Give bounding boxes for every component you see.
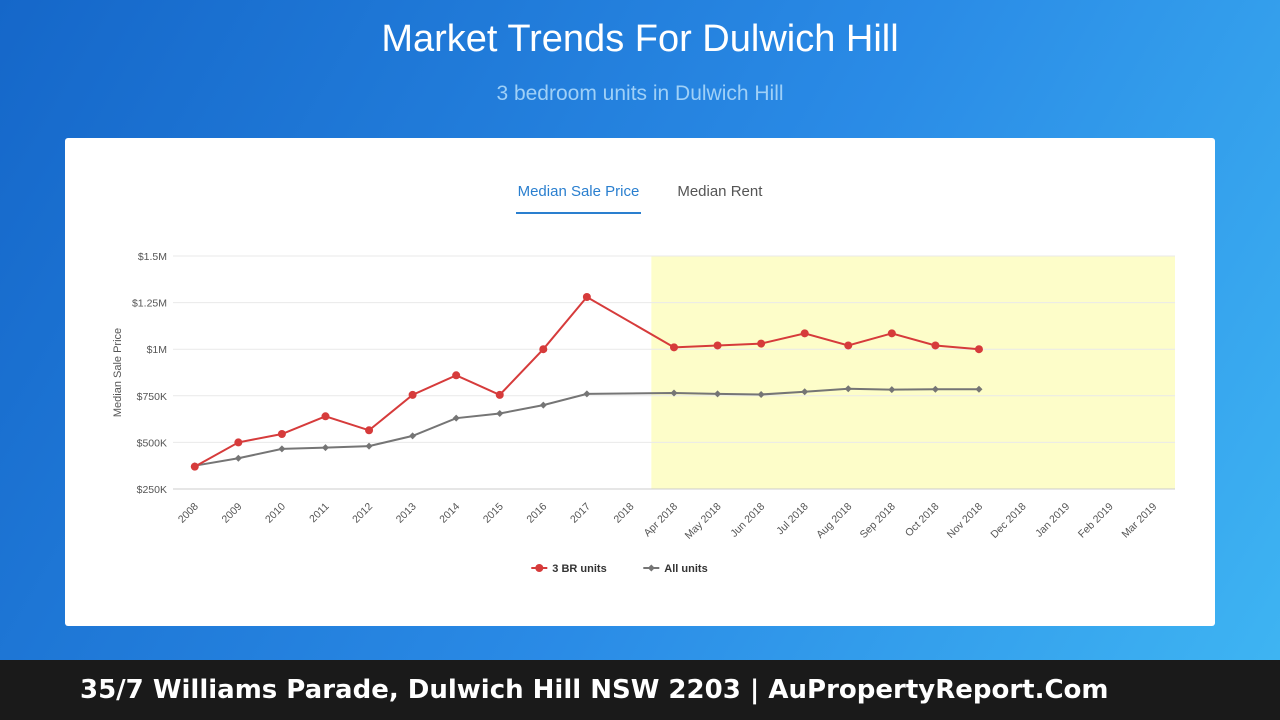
data-point — [190, 462, 199, 471]
data-point — [495, 390, 504, 399]
x-tick-label: 2009 — [219, 501, 244, 526]
x-tick-label: Mar 2019 — [1119, 501, 1159, 541]
page-subtitle: 3 bedroom units in Dulwich Hill — [496, 82, 784, 105]
x-tick-label: Nov 2018 — [945, 501, 985, 541]
data-point — [931, 341, 940, 350]
data-point — [452, 414, 460, 422]
x-tick-label: 2014 — [437, 501, 462, 526]
legend-label: 3 BR units — [552, 563, 606, 575]
x-tick-label: 2015 — [481, 501, 506, 526]
y-tick-label: $1M — [147, 344, 167, 356]
data-point — [757, 339, 766, 348]
data-point — [713, 341, 722, 350]
y-tick-label: $500K — [137, 437, 167, 449]
x-tick-label: Jun 2018 — [728, 501, 767, 540]
x-tick-label: 2018 — [612, 501, 637, 526]
series-line — [194, 295, 980, 468]
data-point — [278, 445, 286, 453]
data-point — [365, 426, 374, 435]
data-point — [321, 412, 330, 421]
footer-address-bar: 35/7 Williams Parade, Dulwich Hill NSW 2… — [0, 660, 1280, 720]
data-point — [365, 442, 373, 450]
data-point — [409, 432, 417, 440]
x-tick-label: 2016 — [524, 501, 549, 526]
legend-marker — [535, 564, 544, 572]
data-point — [539, 401, 547, 409]
tab-median-rent[interactable]: Median Rent — [677, 183, 763, 200]
y-tick-label: $750K — [137, 391, 167, 403]
data-point — [234, 438, 243, 447]
data-point — [800, 329, 809, 338]
line-chart: $250K $500K $750K $1M $1.25M $1.5M Median Sale… — [112, 251, 1175, 575]
series-line — [194, 387, 979, 467]
chart-tabs: Median Sale Price Median Rent — [65, 183, 1215, 214]
data-point — [408, 390, 417, 399]
data-point — [234, 454, 242, 462]
x-tick-label: Jan 2019 — [1033, 501, 1072, 540]
data-point — [887, 329, 896, 338]
data-point — [801, 388, 809, 396]
x-tick-label: Aug 2018 — [814, 501, 854, 541]
x-tick-label: 2011 — [307, 501, 332, 526]
y-tick-label: $250K — [137, 484, 167, 496]
data-point — [757, 390, 765, 398]
data-point — [844, 385, 852, 393]
data-point — [888, 386, 896, 394]
data-point — [539, 345, 548, 354]
x-tick-label: Sep 2018 — [858, 501, 898, 541]
legend-marker — [647, 564, 655, 572]
tab-median-sale-price[interactable]: Median Sale Price — [515, 183, 642, 214]
x-tick-label: Apr 2018 — [641, 501, 680, 540]
data-point — [670, 343, 678, 352]
highlight-band — [651, 256, 1175, 489]
x-tick-label: 2017 — [568, 501, 593, 526]
data-point — [974, 345, 983, 354]
data-point — [277, 430, 286, 439]
data-point — [714, 390, 722, 398]
data-point — [496, 410, 504, 418]
data-point — [452, 371, 461, 380]
x-tick-label: 2012 — [350, 501, 375, 526]
x-tick-label: 2013 — [394, 501, 419, 526]
y-axis-title: Median Sale Price — [112, 328, 124, 417]
y-tick-label: $1.5M — [138, 251, 167, 263]
x-tick-label: Feb 2019 — [1076, 501, 1116, 541]
x-tick-label: May 2018 — [683, 501, 724, 542]
chart-card: Median Sale Price Median Rent $250K $500K… — [65, 138, 1215, 626]
data-point — [321, 444, 329, 452]
x-tick-label: Oct 2018 — [903, 501, 942, 540]
x-tick-label: Jul 2018 — [774, 501, 811, 538]
data-point — [931, 385, 939, 393]
y-tick-label: $1.25M — [132, 298, 167, 310]
x-tick-label: 2008 — [176, 501, 201, 526]
data-point — [975, 385, 983, 393]
data-point — [844, 341, 853, 350]
x-tick-label: 2010 — [263, 501, 288, 526]
page-title: Market Trends For Dulwich Hill — [381, 18, 899, 60]
x-tick-label: Dec 2018 — [988, 501, 1028, 541]
legend-label: All units — [664, 563, 707, 575]
data-point — [582, 293, 591, 302]
data-point — [670, 389, 678, 397]
data-point — [583, 390, 591, 398]
